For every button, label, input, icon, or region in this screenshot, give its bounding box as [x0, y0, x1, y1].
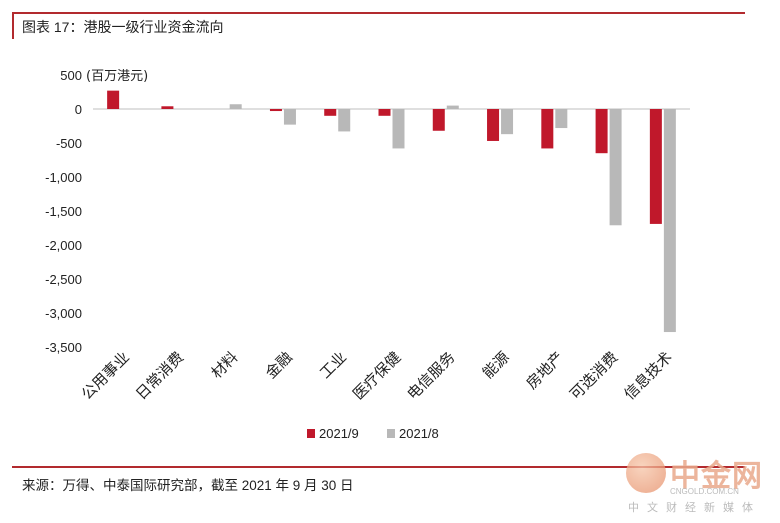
y-tick-label: -2,500	[45, 272, 82, 287]
bar	[324, 109, 337, 116]
y-tick-label: -3,000	[45, 306, 82, 321]
coin-logo-icon	[626, 453, 666, 493]
y-tick-label: -2,000	[45, 238, 82, 253]
x-tick-label: 信息技术	[621, 348, 676, 403]
x-tick-label: 材料	[208, 348, 242, 382]
footer-rule	[12, 466, 745, 468]
bar	[487, 109, 500, 141]
header-accent-bar	[12, 12, 14, 39]
bar	[663, 109, 676, 333]
legend-label: 2021/9	[319, 426, 359, 441]
legend-swatch	[307, 429, 315, 438]
watermark-subtitle: 中文财经新媒体	[628, 502, 761, 514]
bar	[283, 109, 296, 125]
x-tick-label: 工业	[316, 348, 350, 382]
chart-title: 图表 17：港股一级行业资金流向	[22, 19, 224, 35]
bar	[609, 109, 622, 226]
x-tick-label: 日常消费	[132, 348, 187, 403]
y-tick-label: 0	[75, 102, 82, 117]
bar	[107, 90, 120, 109]
y-tick-label: -1,500	[45, 204, 82, 219]
x-tick-label: 能源	[479, 348, 513, 382]
bar	[392, 109, 405, 149]
x-tick-label: 可选消费	[566, 348, 621, 403]
y-tick-label: -3,500	[45, 340, 82, 355]
bar	[338, 109, 351, 132]
bar	[378, 109, 391, 116]
bar	[595, 109, 608, 154]
bar	[446, 105, 459, 109]
bar	[269, 109, 282, 112]
watermark-logo: 中金网 CNGOLD.COM.CN 中文财经新媒体	[622, 447, 772, 519]
bar	[649, 109, 662, 224]
header-rule	[12, 12, 745, 14]
x-tick-label: 房地产	[523, 348, 568, 393]
y-tick-label: -500	[56, 136, 82, 151]
legend-swatch	[387, 429, 395, 438]
source-note: 来源：万得、中泰国际研究部，截至 2021 年 9 月 30 日	[22, 478, 354, 493]
y-axis-unit: (百万港元)	[86, 69, 148, 84]
bar	[541, 109, 554, 149]
legend-label: 2021/8	[399, 426, 439, 441]
watermark-url: CNGOLD.COM.CN	[670, 487, 739, 496]
bar	[229, 104, 242, 109]
x-tick-label: 金融	[262, 348, 296, 382]
x-tick-label: 电信服务	[403, 348, 458, 403]
bar	[501, 109, 514, 135]
x-tick-label: 医疗保健	[349, 348, 404, 403]
y-tick-label: -1,000	[45, 170, 82, 185]
bar	[432, 109, 445, 131]
x-tick-label: 公用事业	[78, 348, 133, 403]
watermark-brand: 中金网	[670, 459, 763, 494]
bar	[161, 106, 174, 109]
y-tick-label: 500	[60, 68, 82, 83]
bar	[555, 109, 568, 129]
